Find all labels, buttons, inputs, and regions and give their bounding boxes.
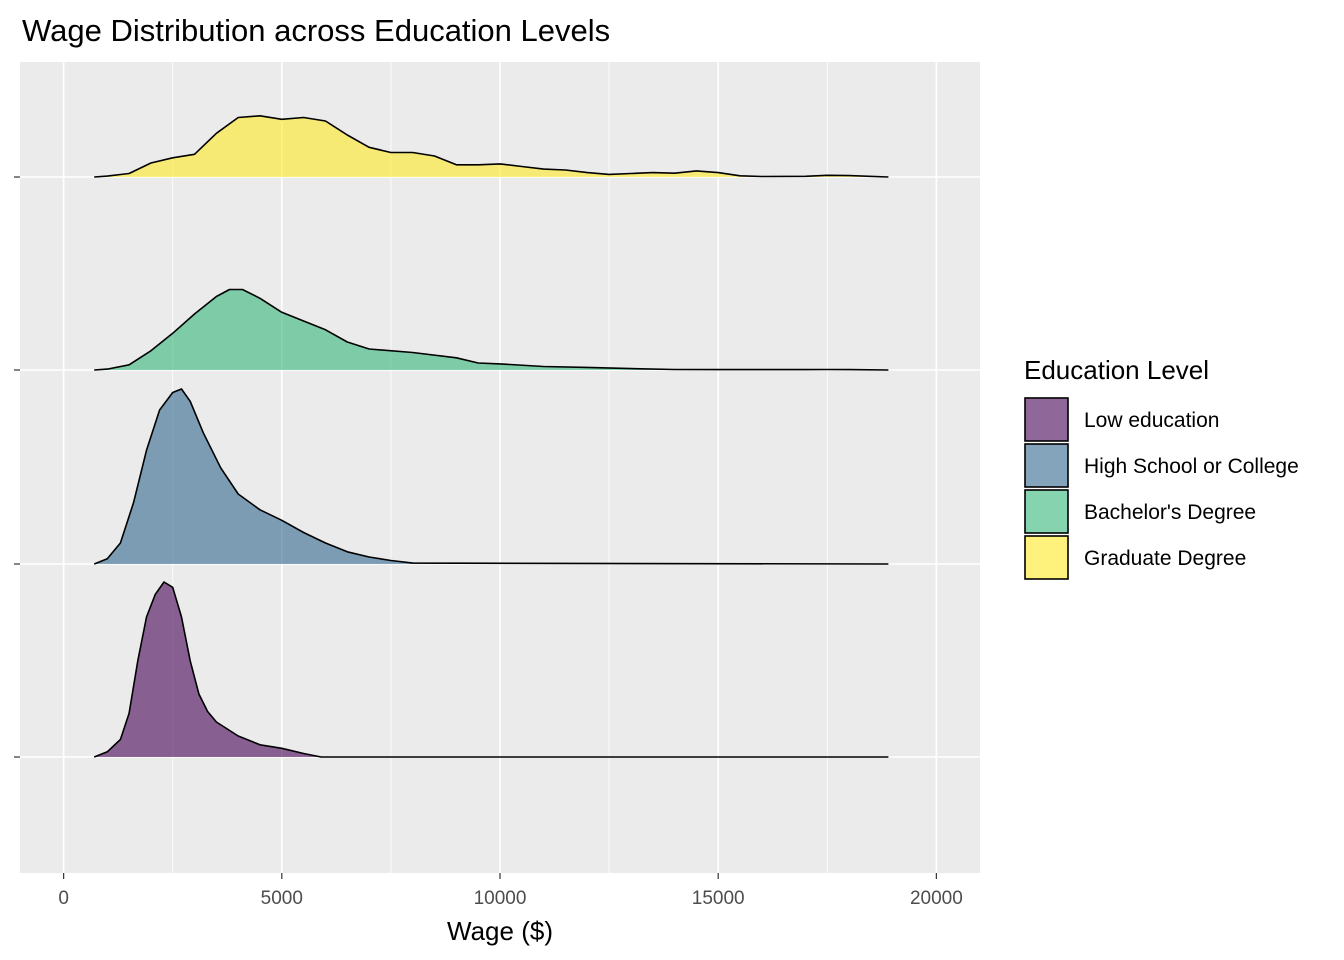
ridge-outline-2	[94, 288, 889, 371]
legend-swatch-1	[1024, 443, 1069, 488]
chart-title: Wage Distribution across Education Level…	[22, 13, 610, 48]
x-axis: 0 5000 10000 15000 20000	[14, 176, 963, 909]
density-ridges	[93, 115, 889, 758]
x-tick-label: 20000	[910, 888, 963, 909]
legend-swatch-3	[1024, 535, 1069, 580]
legend-label-0: Low education	[1084, 409, 1219, 432]
legend-title: Education Level	[1024, 355, 1209, 385]
x-axis-title: Wage ($)	[447, 916, 553, 946]
legend: Education Level Low education High School…	[1024, 355, 1299, 580]
legend-label-2: Bachelor's Degree	[1084, 501, 1256, 524]
ridge-outline-0	[93, 581, 889, 758]
x-tick-label: 0	[58, 888, 69, 909]
ridge-outline-1	[93, 388, 889, 565]
ridge-area-1	[94, 389, 889, 564]
ridge-area-0	[94, 582, 889, 757]
legend-swatch-2	[1024, 489, 1069, 534]
legend-swatch-0	[1024, 397, 1069, 442]
ridge-outline-3	[94, 115, 889, 178]
ridge-area-3	[94, 115, 889, 177]
legend-label-1: High School or College	[1084, 455, 1299, 478]
ridge-area-2	[94, 289, 889, 370]
legend-label-3: Graduate Degree	[1084, 547, 1246, 570]
x-tick-label: 5000	[261, 888, 303, 909]
x-tick-label: 15000	[692, 888, 745, 909]
x-tick-label: 10000	[474, 888, 527, 909]
